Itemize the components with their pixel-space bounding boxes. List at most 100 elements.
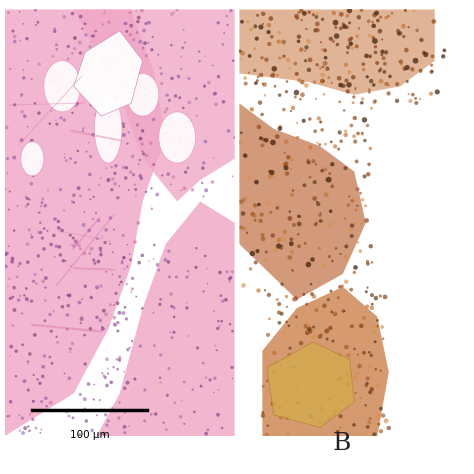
Point: [40, 245, 48, 253]
Point: [78, 69, 85, 77]
Point: [360, 60, 367, 68]
Point: [256, 135, 264, 143]
Point: [103, 164, 110, 172]
Point: [204, 426, 212, 434]
Point: [213, 346, 220, 354]
Polygon shape: [5, 9, 165, 436]
Point: [350, 93, 358, 101]
Point: [111, 93, 118, 100]
Point: [51, 253, 59, 261]
Point: [342, 278, 350, 285]
Point: [99, 20, 107, 28]
Point: [326, 253, 333, 260]
Point: [352, 389, 359, 397]
Point: [167, 290, 175, 298]
Point: [18, 91, 26, 98]
Point: [120, 309, 128, 317]
Point: [124, 379, 131, 386]
Point: [29, 416, 36, 423]
Point: [15, 263, 22, 270]
Point: [256, 99, 264, 106]
Point: [262, 256, 269, 264]
Point: [225, 127, 232, 135]
Point: [289, 267, 296, 274]
Point: [307, 144, 314, 151]
Point: [49, 77, 57, 84]
Point: [137, 342, 144, 350]
Point: [322, 54, 329, 62]
Point: [61, 13, 68, 21]
Point: [21, 424, 29, 432]
Point: [92, 209, 100, 217]
Point: [359, 130, 366, 138]
Point: [364, 303, 371, 310]
Point: [84, 73, 92, 81]
Point: [107, 214, 114, 222]
Point: [319, 167, 326, 174]
Point: [226, 320, 234, 328]
Point: [158, 80, 165, 87]
Point: [276, 123, 284, 131]
Point: [322, 65, 329, 73]
Point: [88, 32, 95, 40]
Point: [351, 345, 358, 353]
Point: [405, 23, 412, 31]
Point: [371, 37, 379, 45]
Point: [338, 283, 346, 290]
Point: [265, 315, 273, 323]
Point: [273, 296, 281, 303]
Point: [64, 311, 71, 319]
Point: [81, 395, 89, 403]
Point: [294, 230, 302, 238]
Point: [322, 191, 330, 199]
Point: [19, 429, 27, 437]
Point: [318, 405, 326, 413]
Point: [131, 81, 138, 89]
Point: [257, 134, 264, 142]
Point: [358, 129, 366, 137]
Point: [129, 274, 137, 282]
Point: [18, 108, 26, 116]
Point: [25, 386, 32, 394]
Point: [311, 128, 319, 135]
Point: [1, 185, 9, 193]
Point: [385, 90, 392, 97]
Point: [372, 49, 379, 56]
Point: [314, 139, 321, 146]
Point: [334, 41, 341, 48]
Point: [167, 115, 174, 122]
Point: [38, 398, 46, 405]
Point: [82, 417, 90, 425]
Point: [78, 295, 86, 303]
Point: [309, 255, 316, 263]
Point: [254, 77, 261, 84]
Point: [307, 412, 315, 420]
Point: [336, 98, 344, 106]
Point: [295, 76, 303, 84]
Point: [337, 412, 344, 420]
Point: [60, 257, 67, 264]
Point: [216, 322, 223, 330]
Point: [342, 131, 349, 139]
Point: [403, 78, 411, 85]
Point: [286, 345, 294, 352]
Point: [183, 267, 191, 275]
Point: [272, 390, 280, 398]
Point: [23, 295, 31, 303]
Point: [357, 190, 365, 197]
Point: [66, 292, 73, 300]
Point: [379, 335, 387, 343]
Point: [93, 129, 101, 137]
Point: [269, 139, 277, 146]
Point: [368, 105, 375, 112]
Point: [357, 219, 365, 227]
Point: [106, 237, 113, 245]
Point: [388, 9, 396, 17]
Point: [310, 333, 318, 341]
Point: [323, 327, 331, 335]
Point: [105, 153, 112, 160]
Point: [311, 78, 319, 86]
Point: [143, 52, 150, 60]
Point: [368, 301, 376, 308]
Point: [361, 173, 368, 180]
